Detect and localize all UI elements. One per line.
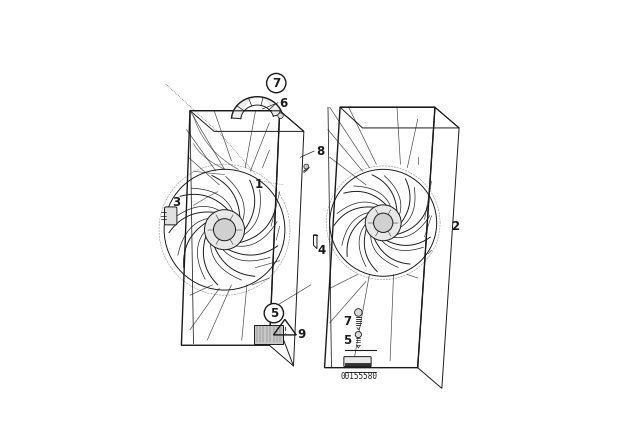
Text: 1: 1 bbox=[255, 178, 263, 191]
Bar bbox=[344, 363, 371, 366]
Text: 2: 2 bbox=[452, 220, 460, 233]
Circle shape bbox=[365, 205, 401, 241]
Text: 5: 5 bbox=[269, 307, 278, 320]
Text: 5: 5 bbox=[343, 334, 351, 347]
Circle shape bbox=[267, 73, 286, 93]
Text: 00155580: 00155580 bbox=[340, 372, 378, 381]
Text: 3: 3 bbox=[172, 196, 180, 209]
Circle shape bbox=[374, 213, 393, 233]
Text: 4: 4 bbox=[317, 244, 325, 257]
Circle shape bbox=[304, 164, 308, 169]
Circle shape bbox=[264, 303, 284, 323]
FancyBboxPatch shape bbox=[164, 207, 177, 225]
Text: 6: 6 bbox=[279, 97, 287, 110]
Text: !: ! bbox=[284, 327, 287, 336]
FancyBboxPatch shape bbox=[344, 357, 371, 366]
Text: 9: 9 bbox=[298, 328, 305, 341]
Text: 8: 8 bbox=[316, 145, 324, 158]
Text: 7: 7 bbox=[272, 77, 280, 90]
Circle shape bbox=[278, 113, 284, 118]
Circle shape bbox=[355, 309, 362, 316]
Circle shape bbox=[214, 219, 236, 241]
Circle shape bbox=[355, 332, 362, 338]
Bar bbox=[254, 324, 283, 344]
Text: 7: 7 bbox=[343, 314, 351, 327]
Circle shape bbox=[205, 210, 244, 250]
